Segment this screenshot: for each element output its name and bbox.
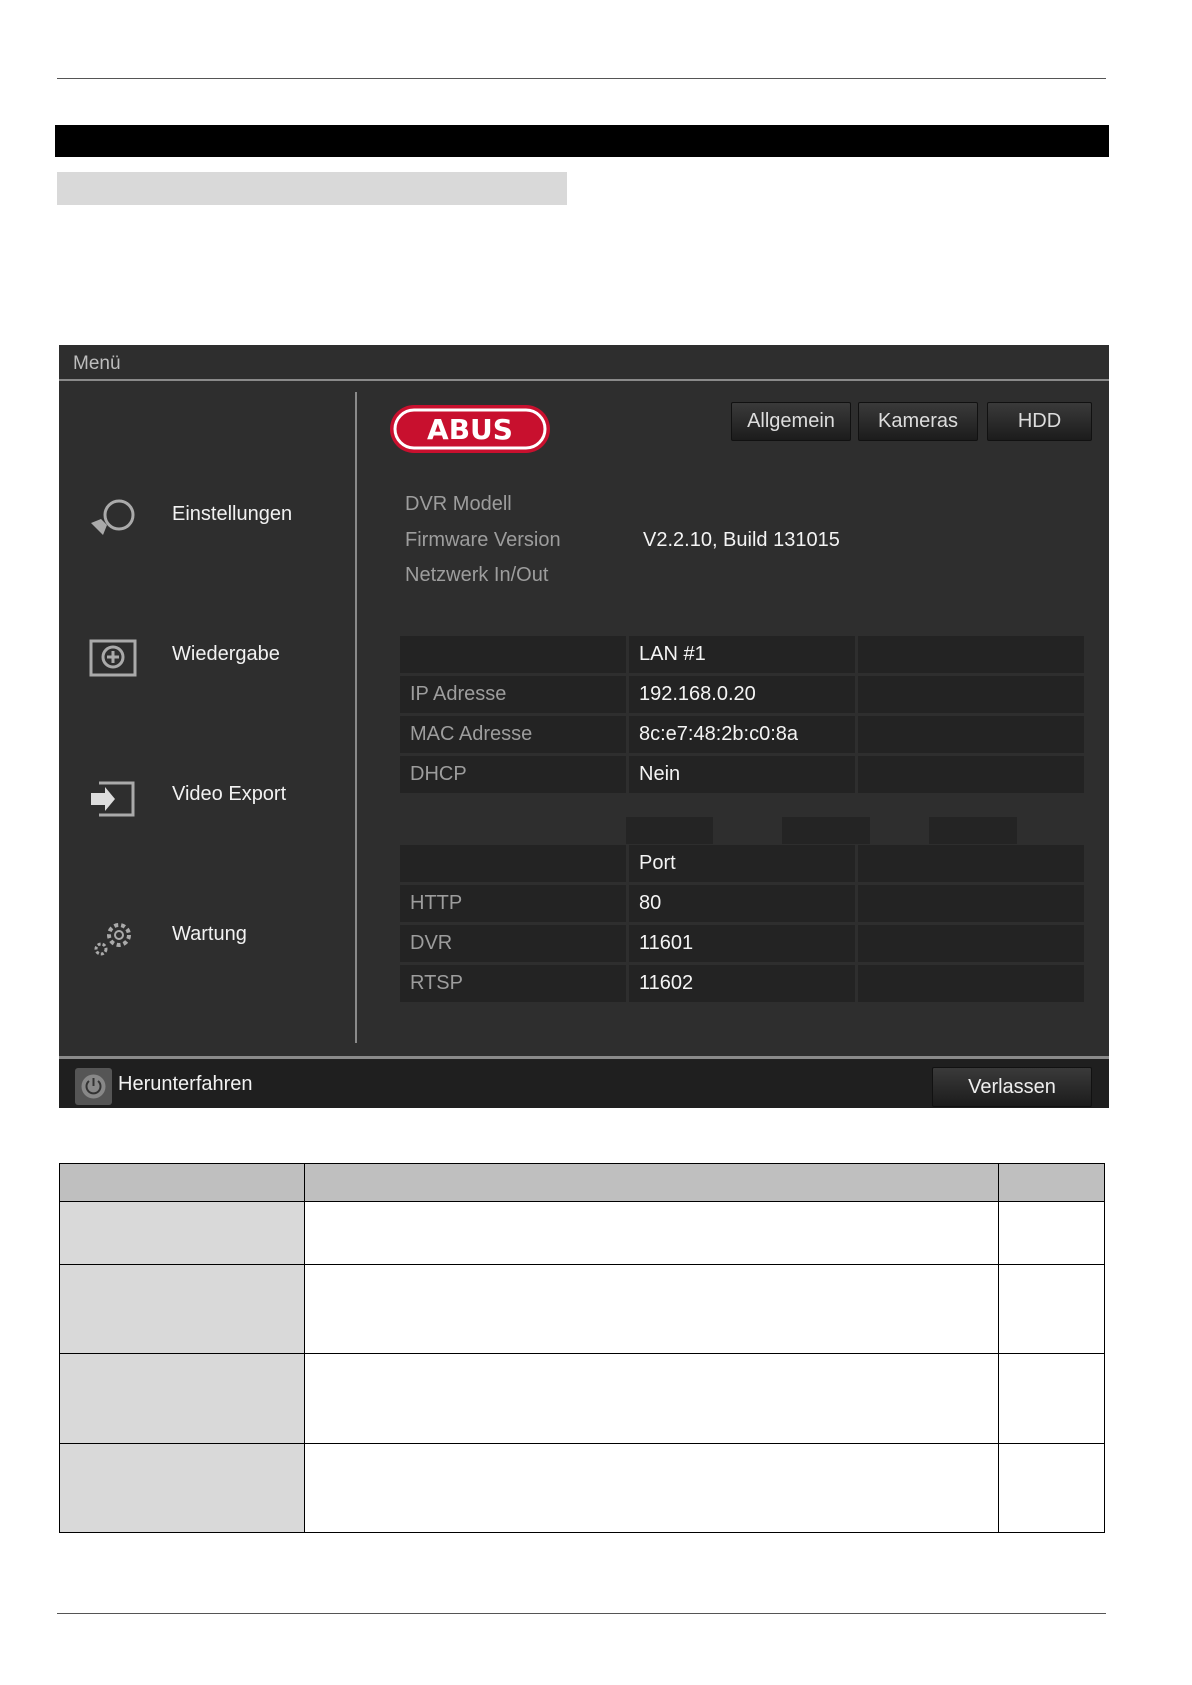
table-cell bbox=[304, 1163, 999, 1202]
table-row: DVR 11601 bbox=[400, 925, 1084, 962]
table-cell bbox=[304, 1353, 999, 1444]
table-row bbox=[59, 1201, 1105, 1265]
table-cell: LAN #1 bbox=[629, 636, 855, 673]
exit-button[interactable]: Verlassen bbox=[932, 1067, 1092, 1107]
tab-hdd[interactable]: HDD bbox=[987, 402, 1092, 441]
sidebar-item-video-export[interactable]: Video Export bbox=[59, 775, 349, 835]
menu-footer: Herunterfahren Verlassen bbox=[59, 1056, 1109, 1108]
table-row: HTTP 80 bbox=[400, 885, 1084, 922]
table-cell bbox=[59, 1163, 305, 1202]
port-tab-3[interactable] bbox=[929, 817, 1017, 844]
table-header-row bbox=[59, 1163, 1105, 1202]
firmware-value: V2.2.10, Build 131015 bbox=[643, 529, 840, 551]
table-cell bbox=[858, 716, 1084, 753]
table-cell bbox=[998, 1353, 1105, 1444]
sidebar-item-label: Video Export bbox=[172, 783, 287, 805]
table-cell: IP Adresse bbox=[400, 676, 626, 713]
table-cell: MAC Adresse bbox=[400, 716, 626, 753]
table-cell bbox=[59, 1353, 305, 1444]
table-cell bbox=[998, 1443, 1105, 1533]
dvr-menu-window: Menü Einstellungen Wiedergabe Video Expo… bbox=[59, 345, 1109, 1108]
table-cell: 192.168.0.20 bbox=[629, 676, 855, 713]
svg-text:ABUS: ABUS bbox=[427, 413, 513, 446]
settings-icon bbox=[91, 499, 135, 535]
header-rule bbox=[57, 78, 1106, 79]
sidebar-item-label: Wartung bbox=[172, 923, 247, 945]
table-row bbox=[59, 1264, 1105, 1354]
menu-titlebar: Menü bbox=[59, 345, 1109, 381]
sidebar-item-label: Wiedergabe bbox=[172, 643, 280, 665]
table-cell: 11602 bbox=[629, 965, 855, 1002]
menu-title: Menü bbox=[73, 353, 121, 374]
sidebar-item-wartung[interactable]: Wartung bbox=[59, 915, 349, 975]
power-icon bbox=[81, 1074, 106, 1099]
table-cell bbox=[858, 636, 1084, 673]
abus-logo: ABUS bbox=[390, 405, 550, 453]
shutdown-label[interactable]: Herunterfahren bbox=[118, 1073, 253, 1095]
table-cell bbox=[858, 845, 1084, 882]
table-cell: 8c:e7:48:2b:c0:8a bbox=[629, 716, 855, 753]
description-table bbox=[59, 1163, 1105, 1533]
tab-allgemein[interactable]: Allgemein bbox=[731, 402, 851, 441]
table-cell bbox=[59, 1264, 305, 1354]
table-row: MAC Adresse 8c:e7:48:2b:c0:8a bbox=[400, 716, 1084, 753]
table-cell bbox=[304, 1201, 999, 1265]
dvr-model-label: DVR Modell bbox=[405, 493, 512, 515]
table-cell bbox=[998, 1264, 1105, 1354]
playback-icon bbox=[89, 639, 137, 677]
table-cell: Port bbox=[629, 845, 855, 882]
sidebar-item-label: Einstellungen bbox=[172, 503, 293, 525]
table-cell: Nein bbox=[629, 756, 855, 793]
table-cell: DVR bbox=[400, 925, 626, 962]
table-cell: 80 bbox=[629, 885, 855, 922]
port-table: Port HTTP 80 DVR 11601 RTSP 11602 bbox=[397, 842, 1087, 1005]
lan-table: LAN #1 IP Adresse 192.168.0.20 MAC Adress… bbox=[397, 633, 1087, 796]
table-cell bbox=[998, 1201, 1105, 1265]
table-row: DHCP Nein bbox=[400, 756, 1084, 793]
table-row: IP Adresse 192.168.0.20 bbox=[400, 676, 1084, 713]
table-header-row: LAN #1 bbox=[400, 636, 1084, 673]
table-cell bbox=[858, 925, 1084, 962]
table-row: RTSP 11602 bbox=[400, 965, 1084, 1002]
sidebar-divider bbox=[355, 392, 357, 1043]
table-cell bbox=[858, 676, 1084, 713]
port-tab-2[interactable] bbox=[782, 817, 870, 844]
table-cell: RTSP bbox=[400, 965, 626, 1002]
table-cell bbox=[59, 1201, 305, 1265]
table-cell bbox=[59, 1443, 305, 1533]
sidebar-item-wiedergabe[interactable]: Wiedergabe bbox=[59, 635, 349, 695]
subsection-heading-bar bbox=[57, 172, 567, 205]
footer-rule bbox=[57, 1613, 1106, 1614]
sidebar-item-einstellungen[interactable]: Einstellungen bbox=[59, 495, 349, 555]
table-row bbox=[59, 1353, 1105, 1444]
table-header-row: Port bbox=[400, 845, 1084, 882]
table-cell bbox=[304, 1443, 999, 1533]
shutdown-button[interactable] bbox=[75, 1068, 112, 1105]
network-label: Netzwerk In/Out bbox=[405, 564, 549, 586]
table-cell bbox=[858, 756, 1084, 793]
table-cell bbox=[400, 845, 626, 882]
export-icon bbox=[91, 781, 135, 817]
port-tab-1[interactable] bbox=[626, 817, 713, 844]
table-row bbox=[59, 1443, 1105, 1533]
section-heading-bar bbox=[55, 125, 1109, 157]
tab-kameras[interactable]: Kameras bbox=[858, 402, 978, 441]
table-cell bbox=[858, 965, 1084, 1002]
table-cell bbox=[304, 1264, 999, 1354]
table-cell: DHCP bbox=[400, 756, 626, 793]
maintenance-icon bbox=[94, 923, 131, 956]
table-cell bbox=[858, 885, 1084, 922]
firmware-label: Firmware Version bbox=[405, 529, 561, 551]
table-cell: HTTP bbox=[400, 885, 626, 922]
table-cell bbox=[400, 636, 626, 673]
table-cell bbox=[998, 1163, 1105, 1202]
table-cell: 11601 bbox=[629, 925, 855, 962]
